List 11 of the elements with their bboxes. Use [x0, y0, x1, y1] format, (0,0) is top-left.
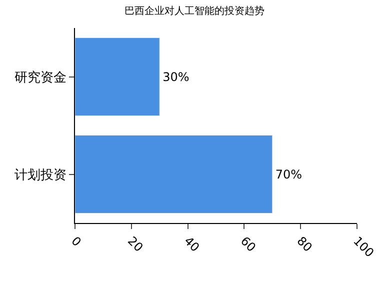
data-label: 70%: [275, 167, 302, 182]
x-tick-label: 60: [238, 234, 259, 255]
y-tick-label: 研究资金: [14, 70, 66, 86]
x-tick-label: 0: [68, 234, 84, 250]
x-tick-label: 40: [181, 234, 202, 255]
x-tick-label: 20: [125, 234, 146, 255]
y-tick-label: 计划投资: [14, 168, 66, 183]
x-tick-label: 80: [294, 234, 315, 255]
x-tick-label: 100: [350, 234, 377, 260]
chart-title: 巴西企业对人工智能的投资趋势: [124, 5, 264, 18]
data-label: 30%: [162, 70, 190, 84]
